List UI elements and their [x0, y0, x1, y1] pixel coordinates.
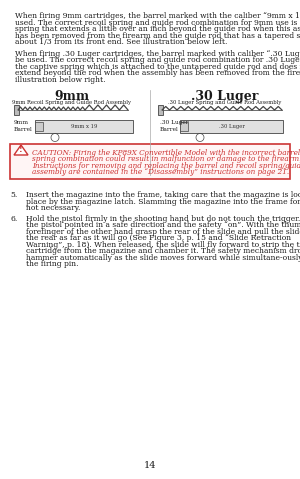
Text: hammer automatically as the slide moves forward while simultane-ously blocking: hammer automatically as the slide moves …	[26, 254, 300, 262]
Text: 9mm: 9mm	[54, 90, 90, 103]
Text: 6.: 6.	[11, 215, 18, 223]
Text: 14: 14	[144, 461, 156, 470]
Text: forefinger of the other hand grasp the rear of the slide and pull the slide to: forefinger of the other hand grasp the r…	[26, 228, 300, 236]
Text: the firing pin.: the firing pin.	[26, 260, 79, 268]
Text: Hold the pistol firmly in the shooting hand but do not touch the trigger. Keep: Hold the pistol firmly in the shooting h…	[26, 215, 300, 223]
Text: 9mm
Barrel: 9mm Barrel	[14, 120, 33, 132]
Text: Insert the magazine into the frame, taking care that the magazine is locked in: Insert the magazine into the frame, taki…	[26, 191, 300, 199]
Bar	[35, 122, 43, 130]
Text: !: !	[19, 146, 23, 155]
Bar	[158, 105, 163, 115]
FancyBboxPatch shape	[10, 144, 290, 179]
Bar	[180, 119, 283, 133]
Text: 9mm x 19: 9mm x 19	[71, 124, 97, 128]
Text: the pistol pointed in a safe direction and the safety “on”. With the thumb and: the pistol pointed in a safe direction a…	[26, 221, 300, 229]
Text: .30 Luger
Barrel: .30 Luger Barrel	[160, 120, 189, 132]
Text: 9mm Recoil Spring and Guide Rod Assembly: 9mm Recoil Spring and Guide Rod Assembly	[13, 100, 131, 105]
Text: Warning”, p. 18). When released, the slide will fly forward to strip the top: Warning”, p. 18). When released, the sli…	[26, 241, 300, 249]
Text: cartridge from the magazine and chamber it. The safety mechanism drops the: cartridge from the magazine and chamber …	[26, 247, 300, 255]
Text: spring that extends a little over an inch beyond the guide rod when this assembl: spring that extends a little over an inc…	[15, 25, 300, 33]
Text: be used. The correct recoil spring and guide rod combination for .30 Luger use i: be used. The correct recoil spring and g…	[15, 56, 300, 64]
Text: assembly are contained in the “Disassembly” instructions on page 21.: assembly are contained in the “Disassemb…	[32, 168, 289, 176]
Text: When firing 9mm cartridges, the barrel marked with the caliber “9mm x 19” must b: When firing 9mm cartridges, the barrel m…	[15, 12, 300, 20]
Bar	[180, 122, 188, 130]
Bar	[14, 105, 19, 115]
Text: .30 Luger Spring and Guide Rod Assembly: .30 Luger Spring and Guide Rod Assembly	[168, 100, 282, 105]
Text: about 1/3 from its front end. See illustration below left.: about 1/3 from its front end. See illust…	[15, 38, 227, 46]
Text: the captive spring which is attached to the untapered guide rod and does not: the captive spring which is attached to …	[15, 62, 300, 70]
Text: the rear as far as it will go (See Figure 3, p. 15 and “Slide Retraction: the rear as far as it will go (See Figur…	[26, 234, 291, 242]
Text: place by the magazine latch. Slamming the magazine into the frame forcibly is: place by the magazine latch. Slamming th…	[26, 198, 300, 205]
Text: illustration below right.: illustration below right.	[15, 76, 106, 83]
Text: .30 Luger: .30 Luger	[191, 90, 259, 103]
Bar	[35, 119, 133, 133]
Text: extend beyond the rod when the assembly has been removed from the firearm. See: extend beyond the rod when the assembly …	[15, 69, 300, 77]
Text: Instructions for removing and replacing the barrel and recoil spring/guide rod: Instructions for removing and replacing …	[32, 161, 300, 170]
Text: has been removed from the firearm and the guide rod that has a tapered section: has been removed from the firearm and th…	[15, 32, 300, 39]
Text: .30 Luger: .30 Luger	[219, 124, 244, 128]
Text: spring combination could result in malfunction or damage to the firearm.: spring combination could result in malfu…	[32, 155, 300, 163]
Text: 5.: 5.	[11, 191, 18, 199]
Polygon shape	[14, 145, 28, 155]
Text: not necessary.: not necessary.	[26, 204, 80, 212]
Text: CAUTION: Firing the KP89X Convertible Model with the incorrect barrel and recoil: CAUTION: Firing the KP89X Convertible Mo…	[32, 149, 300, 157]
Text: When firing .30 Luger cartridges, the barrel marked with caliber “.30 Luger” mus: When firing .30 Luger cartridges, the ba…	[15, 49, 300, 57]
Text: used. The correct recoil spring and guide rod combination for 9mm use is the: used. The correct recoil spring and guid…	[15, 19, 300, 26]
